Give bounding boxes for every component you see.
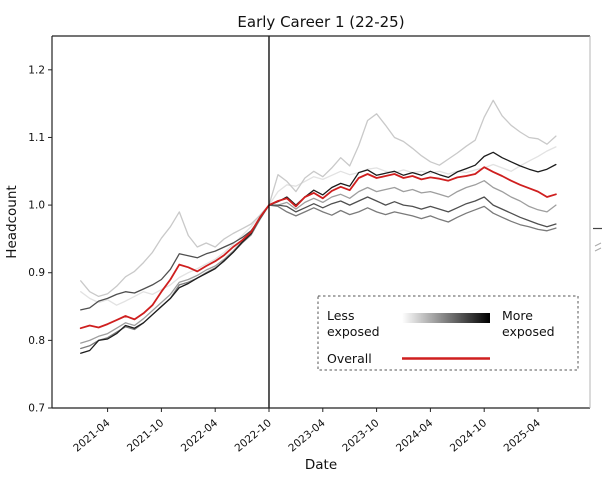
y-tick-label: 1.2 [28,64,45,76]
data-lines [79,36,557,408]
series-line-exposure-group-5 [80,196,557,311]
series-line-exposure-group-2 [80,99,557,298]
legend-overall-label: Overall [327,351,372,366]
x-tick-label: 2023-04 [286,417,328,455]
y-tick-label: 0.9 [28,267,45,279]
y-tick-label: 0.8 [28,335,45,347]
y-tick-label: 0.7 [28,403,45,415]
x-tick-label: 2022-04 [179,417,221,455]
x-tick-label: 2022-10 [233,417,274,454]
series-line-exposure-group-3 [80,180,557,344]
x-axis-label: Date [305,457,337,473]
legend: Less exposed More exposed Overall [317,295,579,371]
exposure-gradient-swatch [402,313,490,323]
chart-title: Early Career 1 (22-25) [237,13,404,31]
x-tick-label: 2023-10 [340,417,381,454]
legend-more-exposed-label-line2: exposed [502,324,555,339]
cropped-adjacent-axis-artifact [593,227,602,252]
x-tick-label: 2021-04 [71,417,113,455]
x-tick-label: 2025-04 [502,417,544,455]
series-line-exposure-group-1-least-exposed [80,146,557,306]
x-tick-label: 2024-10 [448,417,489,454]
legend-less-exposed-label-line1: Less [327,308,354,323]
x-tick-label: 2021-10 [125,417,166,454]
series-line-exposure-group-6-most-exposed [80,151,557,354]
x-tick-label: 2024-04 [394,417,436,455]
y-axis-label: Headcount [4,185,20,258]
legend-less-exposed-label-line2: exposed [327,324,380,339]
y-tick-label: 1.1 [28,132,45,144]
y-tick-label: 1.0 [28,200,45,212]
legend-more-exposed-label-line1: More [502,308,533,323]
series-line-overall [79,166,557,330]
